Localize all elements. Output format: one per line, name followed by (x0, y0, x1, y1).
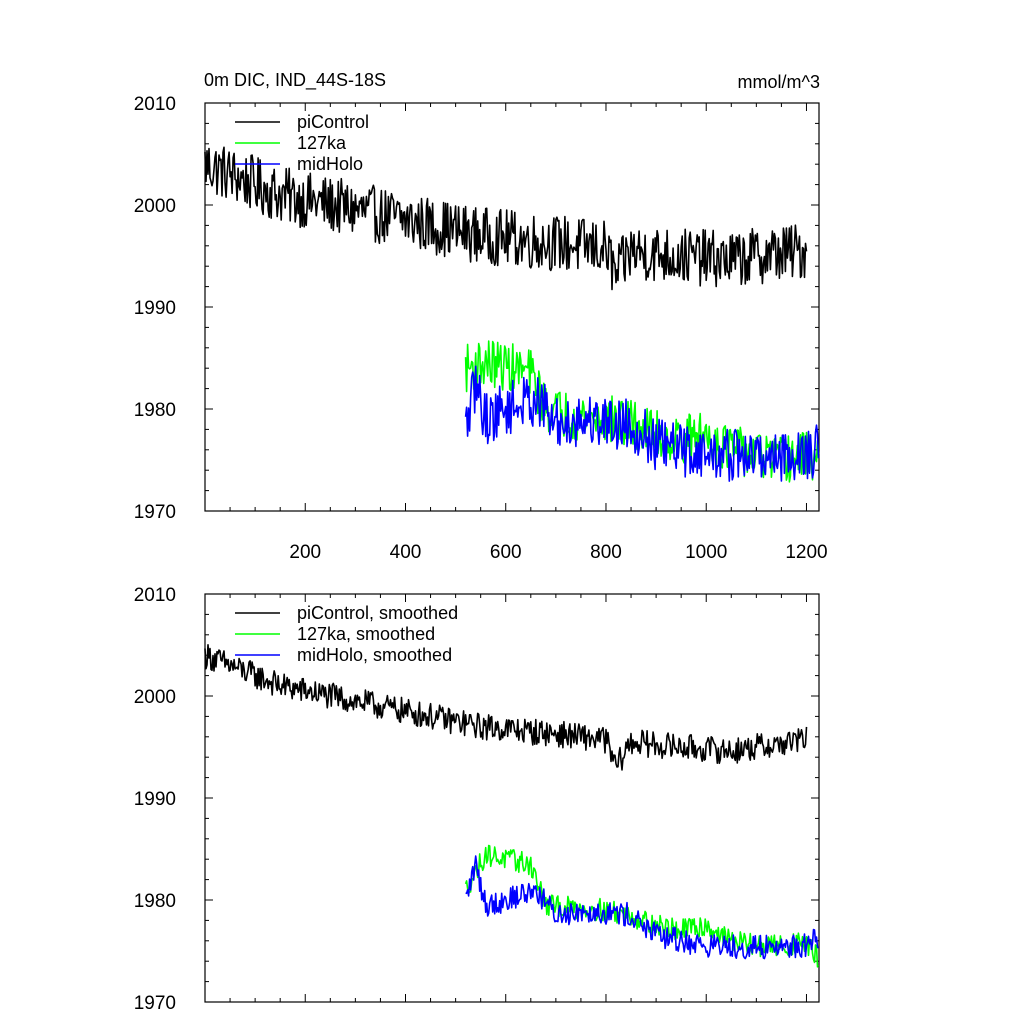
y-tick-label: 1990 (134, 789, 176, 810)
panel-top: 0m DIC, IND_44S-18S mmol/m^3 1970 1980 199… (134, 70, 828, 563)
tick-group: 1970 1980 1990 2000 2010 (134, 585, 819, 1014)
legend-label: piControl, smoothed (297, 603, 458, 623)
legend-label: midHolo (297, 154, 363, 174)
tick-group: 1970 1980 1990 2000 2010 200 400 600 800 1000 1200 (134, 94, 828, 563)
series-group (204, 146, 820, 483)
x-tick-label: 800 (590, 542, 622, 563)
legend-label: 127ka, smoothed (297, 624, 435, 644)
x-tick-label: 1000 (685, 542, 727, 563)
legend-label: midHolo, smoothed (297, 645, 452, 665)
units-label: mmol/m^3 (738, 72, 820, 92)
y-tick-label: 2010 (134, 94, 176, 115)
series-line (204, 643, 808, 771)
series-line (464, 365, 820, 482)
y-tick-label: 1980 (134, 400, 176, 421)
legend-label: 127ka (297, 133, 347, 153)
x-tick-label: 1200 (785, 542, 827, 563)
series-line (465, 855, 820, 960)
y-tick-label: 1970 (134, 502, 176, 523)
series-line (464, 340, 820, 483)
y-tick-label: 2010 (134, 585, 176, 606)
y-tick-label: 1990 (134, 298, 176, 319)
x-tick-label: 400 (390, 542, 422, 563)
series-line (204, 146, 808, 291)
panel-bottom: 1970 1980 1990 2000 2010 piControl, smoothed… (134, 585, 820, 1014)
y-tick-label: 2000 (134, 196, 176, 217)
series-group (204, 643, 820, 968)
legend-label: piControl (297, 112, 369, 132)
y-tick-label: 2000 (134, 687, 176, 708)
x-tick-label: 600 (490, 542, 522, 563)
chart-title: 0m DIC, IND_44S-18S (204, 70, 386, 91)
y-tick-label: 1970 (134, 993, 176, 1014)
x-tick-label: 200 (289, 542, 321, 563)
y-tick-label: 1980 (134, 891, 176, 912)
